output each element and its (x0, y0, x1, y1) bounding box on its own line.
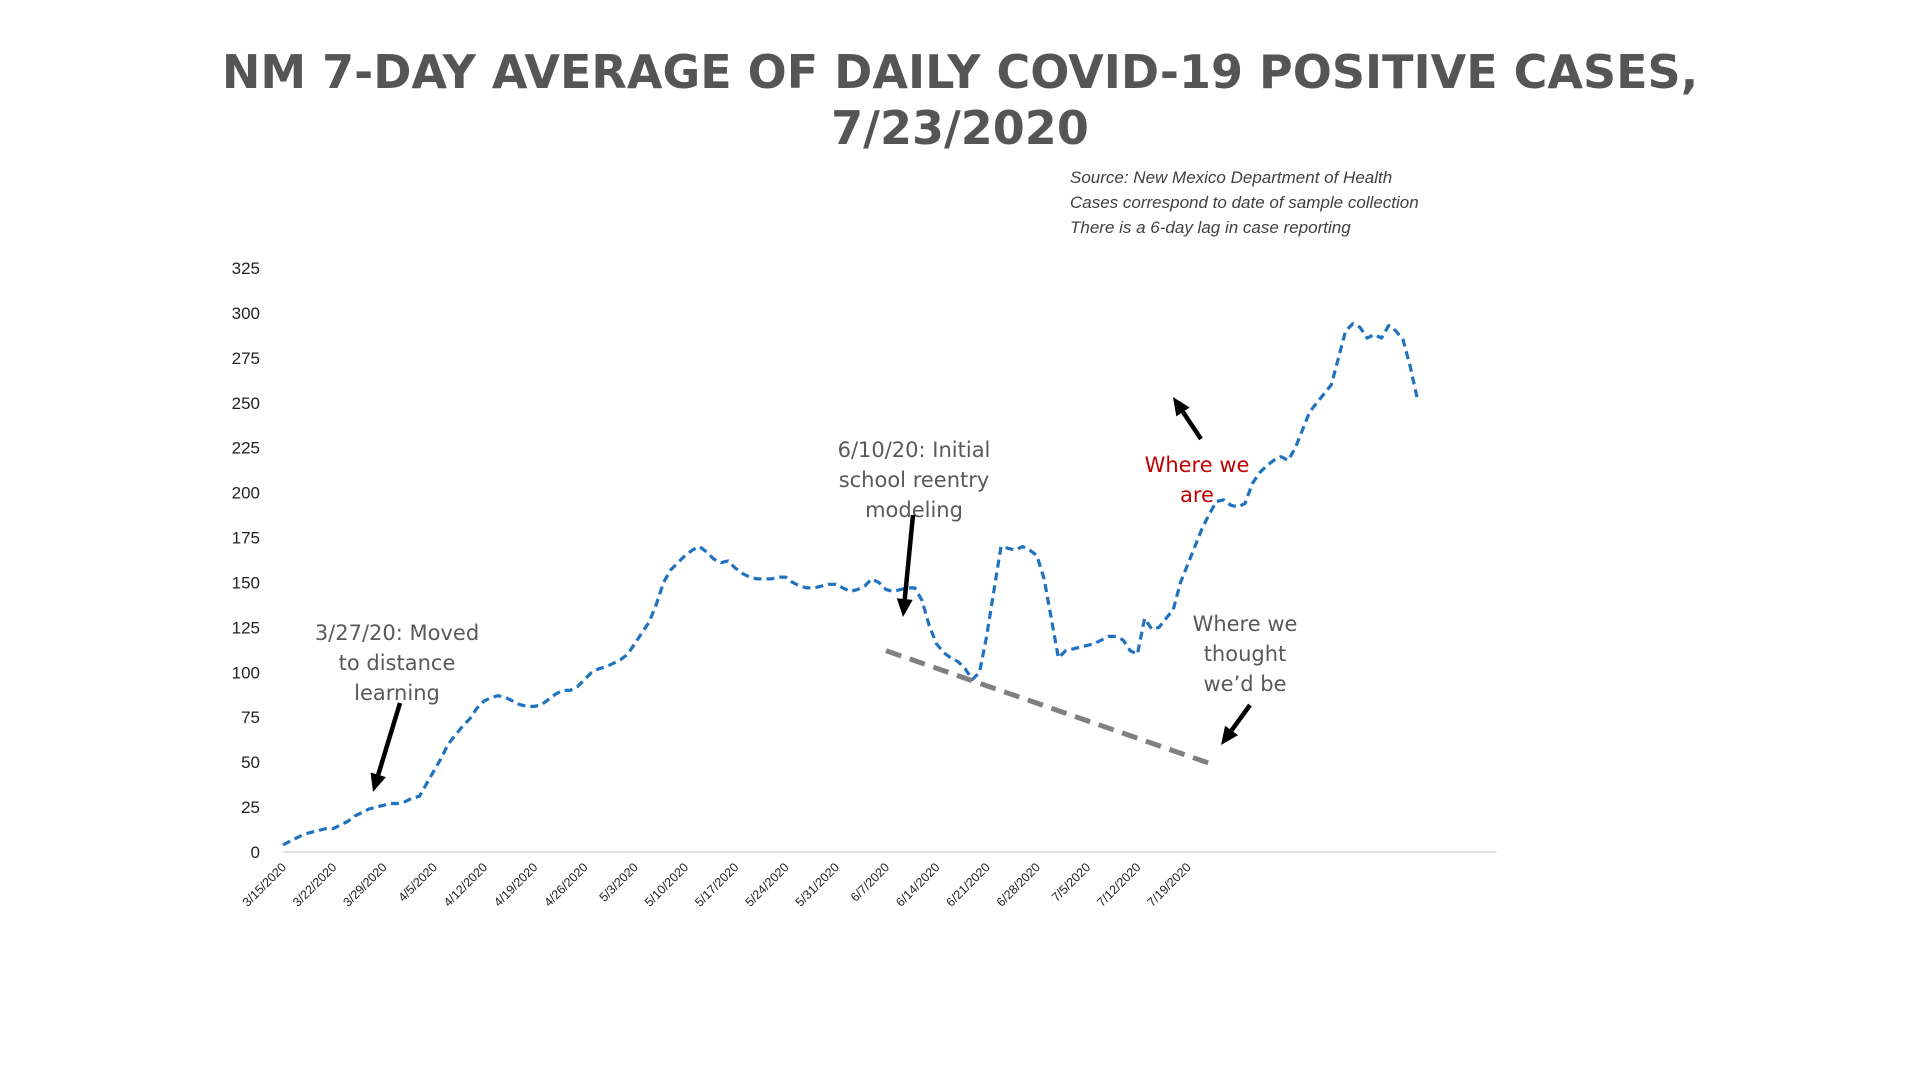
annotation-arrow-head (370, 772, 386, 792)
x-tick-label: 5/10/2020 (642, 860, 691, 909)
annotation-arrow-shaft (1229, 703, 1252, 732)
x-tick-label: 3/29/2020 (340, 860, 389, 909)
y-tick-label: 25 (241, 798, 260, 817)
x-tick-label: 4/26/2020 (541, 860, 590, 909)
y-tick-label: 75 (241, 708, 260, 727)
x-tick-label: 6/14/2020 (893, 860, 942, 909)
source-note-lag: There is a 6-day lag in case reporting (1070, 218, 1351, 237)
annotation-text: school reentry (839, 468, 990, 492)
annotation-text: 3/27/20: Moved (315, 621, 479, 645)
x-tick-label: 3/22/2020 (290, 860, 339, 909)
x-axis-labels: 3/15/2020 3/22/2020 3/29/2020 4/5/2020 4/12/… (240, 860, 1194, 909)
y-tick-label: 325 (232, 259, 260, 278)
y-tick-label: 200 (232, 484, 260, 503)
x-tick-label: 7/5/2020 (1049, 860, 1093, 904)
x-tick-label: 3/15/2020 (240, 860, 289, 909)
source-note-collection: Cases correspond to date of sample colle… (1070, 193, 1419, 212)
y-tick-label: 100 (232, 663, 260, 682)
source-note-source: Source: New Mexico Department of Health (1070, 168, 1393, 187)
y-tick-label: 225 (232, 439, 260, 458)
annotation-text: thought (1204, 642, 1287, 666)
annotation-layer: 3/27/20: Moved to distance learning 6/10/20… (315, 397, 1298, 792)
x-tick-label: 5/17/2020 (692, 860, 741, 909)
series-line-actual (282, 322, 1419, 847)
annotation-arrow-shaft (376, 702, 403, 776)
annotation-text: Where we (1145, 453, 1250, 477)
source-notes: Source: New Mexico Department of Health … (1070, 165, 1419, 240)
series-line-projected (885, 648, 1218, 769)
y-tick-label: 250 (232, 394, 260, 413)
annotation: 3/27/20: Moved to distance learning (315, 621, 479, 792)
annotation-arrow-shaft (902, 514, 916, 600)
y-tick-label: 50 (241, 753, 260, 772)
y-tick-label: 300 (232, 304, 260, 323)
y-tick-label: 175 (232, 529, 260, 548)
x-tick-label: 5/31/2020 (793, 860, 842, 909)
annotation: Where we thought we’d be (1193, 612, 1298, 745)
x-tick-label: 5/3/2020 (597, 860, 641, 904)
y-tick-label: 275 (232, 349, 260, 368)
x-tick-label: 4/19/2020 (491, 860, 540, 909)
annotation-text: Where we (1193, 612, 1298, 636)
x-tick-label: 6/21/2020 (944, 860, 993, 909)
y-tick-label: 0 (251, 843, 260, 862)
chart-title-line-1: NM 7-DAY AVERAGE OF DAILY COVID-19 POSIT… (221, 45, 1699, 99)
chart-title-line-2: 7/23/2020 (831, 101, 1089, 155)
annotation-text: to distance (339, 651, 456, 675)
x-tick-label: 5/24/2020 (743, 860, 792, 909)
chart-title: NM 7-DAY AVERAGE OF DAILY COVID-19 POSIT… (0, 44, 1920, 156)
x-tick-label: 7/19/2020 (1145, 860, 1194, 909)
x-tick-label: 4/5/2020 (396, 860, 440, 904)
x-tick-label: 7/12/2020 (1094, 860, 1143, 909)
annotation: Where we are (1145, 397, 1250, 507)
x-tick-label: 4/12/2020 (441, 860, 490, 909)
y-axis-labels: 0 25 50 75 100 125 150 175 200 225 250 275 300 325 (232, 259, 260, 862)
annotation-text: are (1180, 483, 1214, 507)
annotation-arrow-head (1173, 397, 1190, 417)
x-tick-label: 6/28/2020 (994, 860, 1043, 909)
y-tick-label: 125 (232, 618, 260, 637)
annotation-arrow-head (1221, 725, 1239, 745)
annotation-arrow-head (896, 598, 913, 617)
annotation-text: learning (354, 681, 440, 705)
annotation-text: 6/10/20: Initial (838, 438, 991, 462)
series-layer (282, 322, 1419, 847)
y-tick-label: 150 (232, 573, 260, 592)
x-tick-label: 6/7/2020 (848, 860, 892, 904)
annotation-text: we’d be (1203, 672, 1286, 696)
annotation-arrow-shaft (1181, 410, 1203, 441)
